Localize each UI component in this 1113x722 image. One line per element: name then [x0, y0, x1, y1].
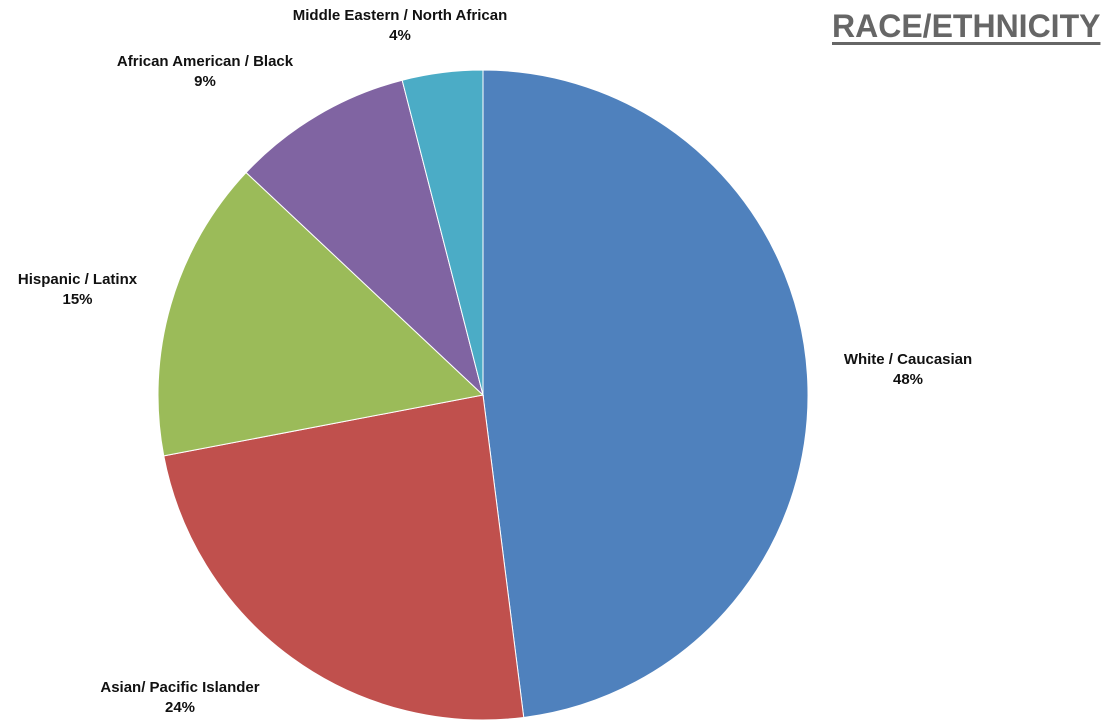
slice-label-percent: 15%: [62, 291, 93, 308]
slice-label-name: Middle Eastern / North African: [292, 7, 508, 24]
slice-label-name: White / Caucasian: [843, 351, 973, 368]
slice-label-african-american-black: African American / Black 9%: [85, 52, 325, 92]
pie-slice-asian-pacific-islander: [163, 394, 525, 721]
slice-label-hispanic-latinx: Hispanic / Latinx 15%: [0, 270, 155, 310]
slice-label-percent: 48%: [892, 371, 924, 388]
slice-label-name: Hispanic / Latinx: [17, 271, 138, 288]
pie-slices: [157, 69, 809, 721]
slice-label-name: African American / Black: [116, 53, 294, 70]
slice-label-middle-eastern-north-african: Middle Eastern / North African 4%: [250, 6, 550, 46]
slice-label-name: Asian/ Pacific Islander: [100, 679, 260, 696]
pie-slice-african-american-black: [245, 79, 484, 397]
slice-label-white-caucasian: White / Caucasian 48%: [828, 350, 988, 390]
slice-label-percent: 24%: [164, 699, 196, 716]
pie-slice-hispanic-latinx: [157, 171, 485, 457]
pie-slice-white-caucasian: [482, 69, 809, 718]
slice-label-percent: 9%: [194, 73, 216, 90]
slice-label-asian-pacific-islander: Asian/ Pacific Islander 24%: [60, 678, 300, 718]
chart-title: RACE/ETHNICITY: [832, 8, 1101, 44]
slice-label-percent: 4%: [389, 27, 411, 44]
pie-slice-middle-eastern-north-african: [401, 69, 484, 396]
